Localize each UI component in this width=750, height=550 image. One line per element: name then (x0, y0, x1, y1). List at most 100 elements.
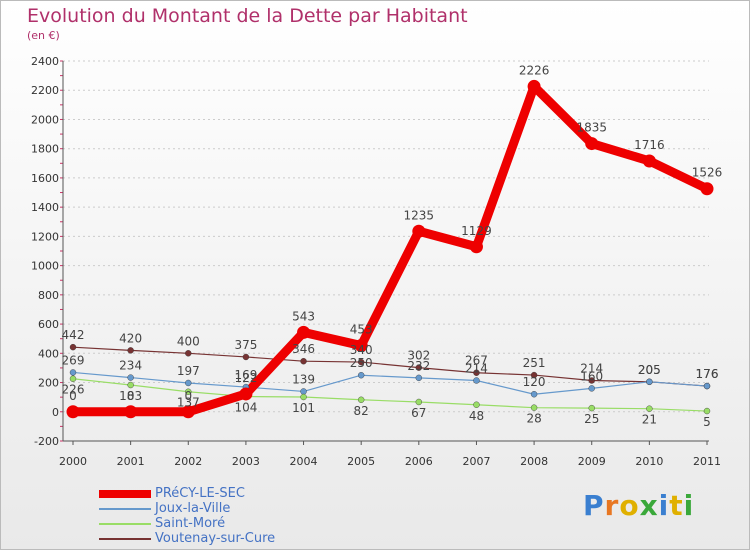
data-label: 442 (62, 328, 85, 342)
data-label: 101 (292, 401, 315, 415)
data-point (69, 375, 77, 382)
series-line (72, 346, 708, 387)
data-label: 375 (234, 338, 257, 352)
legend-swatch (99, 523, 151, 525)
data-label: 214 (580, 361, 603, 375)
series-line (72, 378, 708, 412)
data-label: 251 (523, 356, 546, 370)
data-label: 197 (177, 364, 200, 378)
data-point (703, 382, 711, 390)
data-point (530, 391, 538, 398)
data-point (354, 339, 368, 353)
y-tick-label: 400 (38, 347, 59, 360)
data-point (530, 404, 538, 411)
data-label: 400 (177, 334, 200, 348)
data-point (415, 374, 423, 382)
data-label: 1129 (461, 224, 492, 238)
y-tick-label: 600 (38, 318, 59, 331)
legend-label: Joux-la-Ville (155, 501, 231, 516)
chart-title: Evolution du Montant de la Dette par Hab… (27, 5, 468, 27)
data-label: 169 (234, 368, 257, 382)
data-label: 25 (584, 412, 599, 426)
data-point (300, 358, 307, 365)
data-label: 267 (465, 354, 488, 368)
data-point (473, 369, 480, 376)
data-point (69, 369, 77, 376)
data-label: 205 (638, 363, 661, 377)
data-point (357, 358, 365, 366)
data-label: 232 (407, 359, 430, 373)
data-point (527, 79, 541, 93)
data-label: 139 (292, 372, 315, 386)
data-point (588, 385, 595, 392)
data-point (588, 377, 595, 384)
x-tick-label: 2005 (347, 455, 375, 468)
data-point (69, 343, 77, 351)
legend-swatch (99, 538, 151, 540)
data-point (185, 350, 192, 357)
x-tick-label: 2004 (290, 455, 318, 468)
y-tick-label: 1600 (31, 172, 59, 185)
y-tick-label: 200 (38, 377, 59, 390)
data-label: 2226 (519, 63, 550, 77)
y-tick-label: 0 (52, 406, 59, 419)
legend-label: Saint-Moré (155, 516, 226, 531)
data-label: 214 (465, 361, 488, 375)
data-label: 0 (127, 389, 135, 403)
y-tick-label: 1000 (31, 260, 59, 273)
x-tick-label: 2003 (232, 455, 260, 468)
data-label: 420 (119, 331, 142, 345)
data-point (357, 396, 365, 403)
data-label: 104 (234, 401, 257, 415)
data-label: 0 (69, 389, 77, 403)
data-label: 176 (696, 367, 719, 381)
data-point (127, 374, 134, 381)
data-label: 176 (696, 367, 719, 381)
data-label: 269 (62, 353, 85, 367)
x-tick-label: 2011 (693, 455, 721, 468)
chart-subtitle: (en €) (27, 29, 60, 42)
y-tick-label: 2000 (31, 113, 59, 126)
data-point (415, 364, 423, 371)
data-label: 122 (234, 371, 257, 385)
data-point (700, 182, 714, 196)
legend-label: Voutenay-sur-Cure (155, 531, 276, 546)
data-point (300, 393, 307, 401)
series-line (68, 81, 712, 417)
y-tick-label: 1400 (31, 201, 59, 214)
data-point (124, 405, 138, 419)
data-label: 183 (119, 389, 142, 403)
x-tick-label: 2010 (635, 455, 663, 468)
y-tick-label: 1200 (31, 230, 59, 243)
data-point (585, 137, 599, 151)
x-tick-label: 2006 (405, 455, 433, 468)
data-label: 160 (580, 369, 603, 383)
legend-label: PRéCY-LE-SEC (155, 486, 245, 501)
x-tick-label: 2008 (520, 455, 548, 468)
data-point (415, 398, 423, 406)
data-label: 137 (177, 396, 200, 410)
data-point (530, 371, 538, 379)
data-label: 1526 (692, 166, 723, 180)
data-label: 1235 (404, 208, 435, 222)
y-tick-label: -200 (34, 435, 59, 448)
x-tick-label: 2000 (59, 455, 87, 468)
data-label: 250 (350, 356, 373, 370)
series-line (72, 371, 708, 395)
data-label: 234 (119, 359, 142, 373)
data-label: 543 (292, 309, 315, 323)
data-label: 5 (703, 415, 711, 429)
data-point (473, 377, 480, 384)
legend-swatch (99, 490, 151, 498)
data-label: 48 (469, 409, 484, 423)
data-point (66, 405, 80, 419)
x-tick-label: 2001 (117, 455, 145, 468)
data-point (185, 388, 192, 395)
data-point (185, 379, 192, 387)
data-point (412, 224, 426, 238)
data-label: 346 (292, 342, 315, 356)
data-point (473, 401, 480, 408)
data-point (181, 405, 195, 419)
